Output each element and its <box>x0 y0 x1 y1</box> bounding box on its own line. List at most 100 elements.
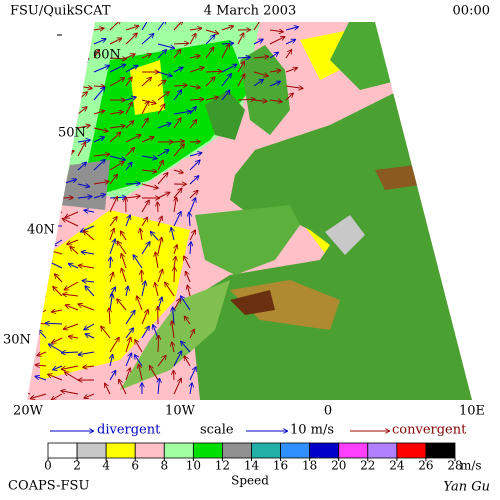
colorbar-tick-label: 24 <box>389 459 405 473</box>
wind-arrow <box>237 57 251 58</box>
wind-arrow <box>126 286 128 297</box>
wind-arrow <box>157 355 166 367</box>
wind-arrow <box>155 252 158 269</box>
colorbar-swatch <box>105 442 136 459</box>
wind-arrow <box>45 65 58 73</box>
wind-arrow <box>101 326 111 339</box>
wind-arrow <box>27 264 31 269</box>
wind-arrow <box>78 304 95 311</box>
wind-arrow <box>45 158 54 171</box>
wind-arrow <box>39 275 47 283</box>
wind-arrow <box>110 272 113 283</box>
scale-label: scale <box>200 423 234 438</box>
wind-arrow <box>158 335 159 353</box>
wind-arrow <box>27 211 31 217</box>
wind-arrow <box>77 162 87 171</box>
wind-arrow <box>51 393 63 400</box>
wind-arrow <box>141 217 148 227</box>
colorbar-tick-label: 20 <box>331 459 346 473</box>
wind-arrow <box>285 68 298 73</box>
wind-arrow <box>77 24 89 31</box>
wind-arrow <box>125 215 130 227</box>
wind-arrow <box>29 198 40 200</box>
wind-arrow <box>93 111 105 115</box>
wind-arrow <box>141 54 152 59</box>
wind-arrow <box>253 71 269 76</box>
wind-arrow <box>221 90 230 101</box>
wind-arrow <box>30 393 47 399</box>
colorbar-tick-label: 4 <box>102 459 110 473</box>
wind-arrow <box>70 246 79 255</box>
wind-arrow <box>45 172 54 185</box>
wind-arrow <box>77 107 87 115</box>
wind-arrow <box>54 274 63 283</box>
wind-arrow <box>36 295 47 302</box>
wind-arrow <box>29 85 44 89</box>
wind-arrow <box>221 26 234 31</box>
wind-arrow <box>109 22 121 31</box>
wind-arrow <box>66 239 79 245</box>
wind-arrow <box>157 22 166 31</box>
wind-arrow <box>27 246 31 255</box>
wind-arrow <box>141 270 142 283</box>
map <box>27 22 472 400</box>
wind-arrow <box>125 135 141 143</box>
wind-arrow <box>45 80 56 87</box>
wind-arrow <box>109 239 115 255</box>
wind-arrow <box>61 36 75 45</box>
wind-arrow <box>136 296 143 311</box>
wind-arrow <box>68 336 79 338</box>
wind-arrow <box>269 35 285 45</box>
wind-arrow <box>125 65 138 73</box>
wind-arrow <box>189 56 200 58</box>
wind-arrow <box>205 97 219 101</box>
wind-arrow <box>125 120 134 129</box>
wind-arrow <box>157 71 172 76</box>
wind-arrow <box>180 296 191 311</box>
colorbar-tick-label: 28 <box>447 459 462 473</box>
wind-arrow <box>78 351 95 355</box>
wind-arrow <box>78 265 95 268</box>
wind-arrow <box>149 365 159 381</box>
wind-arrow <box>62 294 79 296</box>
lat-label: 50N <box>58 126 86 141</box>
wind-arrow <box>141 200 149 213</box>
wind-arrow <box>285 86 303 88</box>
wind-arrow <box>221 63 237 73</box>
wind-arrow <box>93 127 108 131</box>
wind-arrow <box>172 321 174 339</box>
wind-arrow <box>125 33 137 45</box>
wind-arrow <box>157 150 169 157</box>
wind-arrow <box>109 174 118 185</box>
wind-arrow <box>125 337 131 353</box>
wind-arrow <box>29 127 46 133</box>
divergent-label: divergent <box>97 423 161 438</box>
wind-arrow <box>77 44 90 47</box>
wind-arrow <box>93 28 104 30</box>
wind-arrow <box>61 109 72 115</box>
header-left: FSU/QuikSCAT <box>10 4 111 19</box>
wind-arrow <box>45 188 59 199</box>
footer-left: COAPS-FSU <box>8 479 89 494</box>
wind-arrow <box>125 26 139 31</box>
wind-arrow <box>83 323 95 330</box>
wind-arrow <box>117 299 127 311</box>
wind-arrow <box>109 126 125 128</box>
wind-arrow <box>141 33 154 45</box>
wind-arrow <box>237 61 245 73</box>
wind-arrow <box>29 159 38 171</box>
wind-arrow <box>61 352 79 353</box>
wind-arrow <box>138 364 143 381</box>
wind-arrow <box>45 38 56 45</box>
wind-arrow <box>93 137 105 143</box>
wind-arrow <box>172 342 174 353</box>
wind-arrow <box>109 155 126 160</box>
wind-arrow <box>189 86 201 88</box>
wind-arrow <box>34 253 47 260</box>
lon-label: 10E <box>459 404 485 419</box>
wind-arrow <box>173 351 183 367</box>
wind-arrow <box>45 323 63 324</box>
wind-arrow <box>29 99 46 104</box>
wind-arrow <box>173 117 181 129</box>
